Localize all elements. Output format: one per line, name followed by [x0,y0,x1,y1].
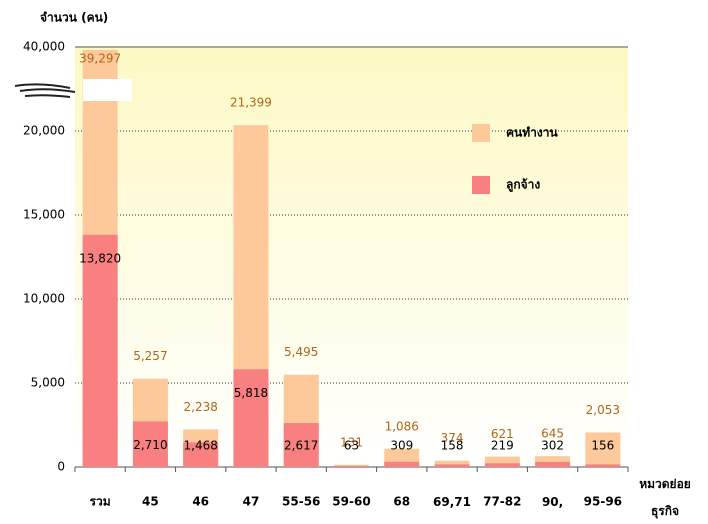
bar [434,460,470,467]
bar [434,464,470,467]
x-axis-title: หมวดย่อยธุรกิจ [639,477,691,519]
legend-swatch [472,176,490,194]
x-tick-label: 90,92-93 [533,495,571,524]
value-label: 2,053 [586,403,620,417]
bar [233,369,269,467]
bar [283,423,319,467]
value-label: 645 [541,427,564,441]
value-label: 1,468 [184,439,218,453]
y-tick-label: 20,000 [23,124,65,138]
value-label: 2,617 [284,439,318,453]
x-tick-label: 77-82 [483,495,521,509]
y-axis-title: จำนวน (คน) [40,11,108,25]
bar [82,234,118,467]
value-label: 374 [441,431,464,445]
bar [384,461,420,467]
bar [585,432,621,467]
value-label: 21,399 [230,96,272,110]
bar [484,456,520,467]
bar [334,465,369,467]
bar [585,464,621,467]
bar [535,456,571,467]
value-label: 219 [491,439,514,453]
legend-label: คนทำงาน [506,126,558,140]
value-label: 63 [344,439,359,453]
y-tick-label: 0 [57,460,65,474]
value-label: 156 [591,439,614,453]
value-label: 2,710 [133,438,167,452]
value-label: 13,820 [79,251,121,265]
value-label: 131 [340,435,363,449]
axis-break-mark [14,83,76,98]
x-tick-label: 59-60 [332,495,370,509]
bar [484,463,520,467]
value-label: 5,257 [133,349,167,363]
bar [183,442,219,467]
value-label: 2,238 [184,400,218,414]
bar [132,421,168,467]
value-label: 1,086 [385,419,419,433]
x-tick-label: 95-96 [584,495,622,509]
y-tick-label: 10,000 [23,292,65,306]
legend-swatch [472,124,490,142]
value-label: 39,297 [79,51,121,65]
y-tick-label: 15,000 [23,208,65,222]
bar [334,464,369,467]
x-tick-label: รวม [90,495,111,509]
value-label: 5,818 [234,386,268,400]
bar [535,461,571,467]
x-tick-label: 45 [142,495,159,509]
legend-label: ลูกจ้าง [506,178,540,193]
axis-break [83,79,132,101]
value-label: 5,495 [284,345,318,359]
x-tick-label: 47 [243,495,260,509]
value-label: 302 [541,439,564,453]
y-tick-label: 5,000 [31,376,65,390]
x-tick-label: 68 [393,495,410,509]
value-label: 621 [491,427,514,441]
y-tick-label: 40,000 [23,40,65,54]
x-tick-label: 55-56 [282,495,320,509]
x-tick-label: 69,7172-73 [433,495,471,524]
value-label: 309 [390,439,413,453]
x-tick-label: 46 [192,495,209,509]
value-label: 158 [441,439,464,453]
